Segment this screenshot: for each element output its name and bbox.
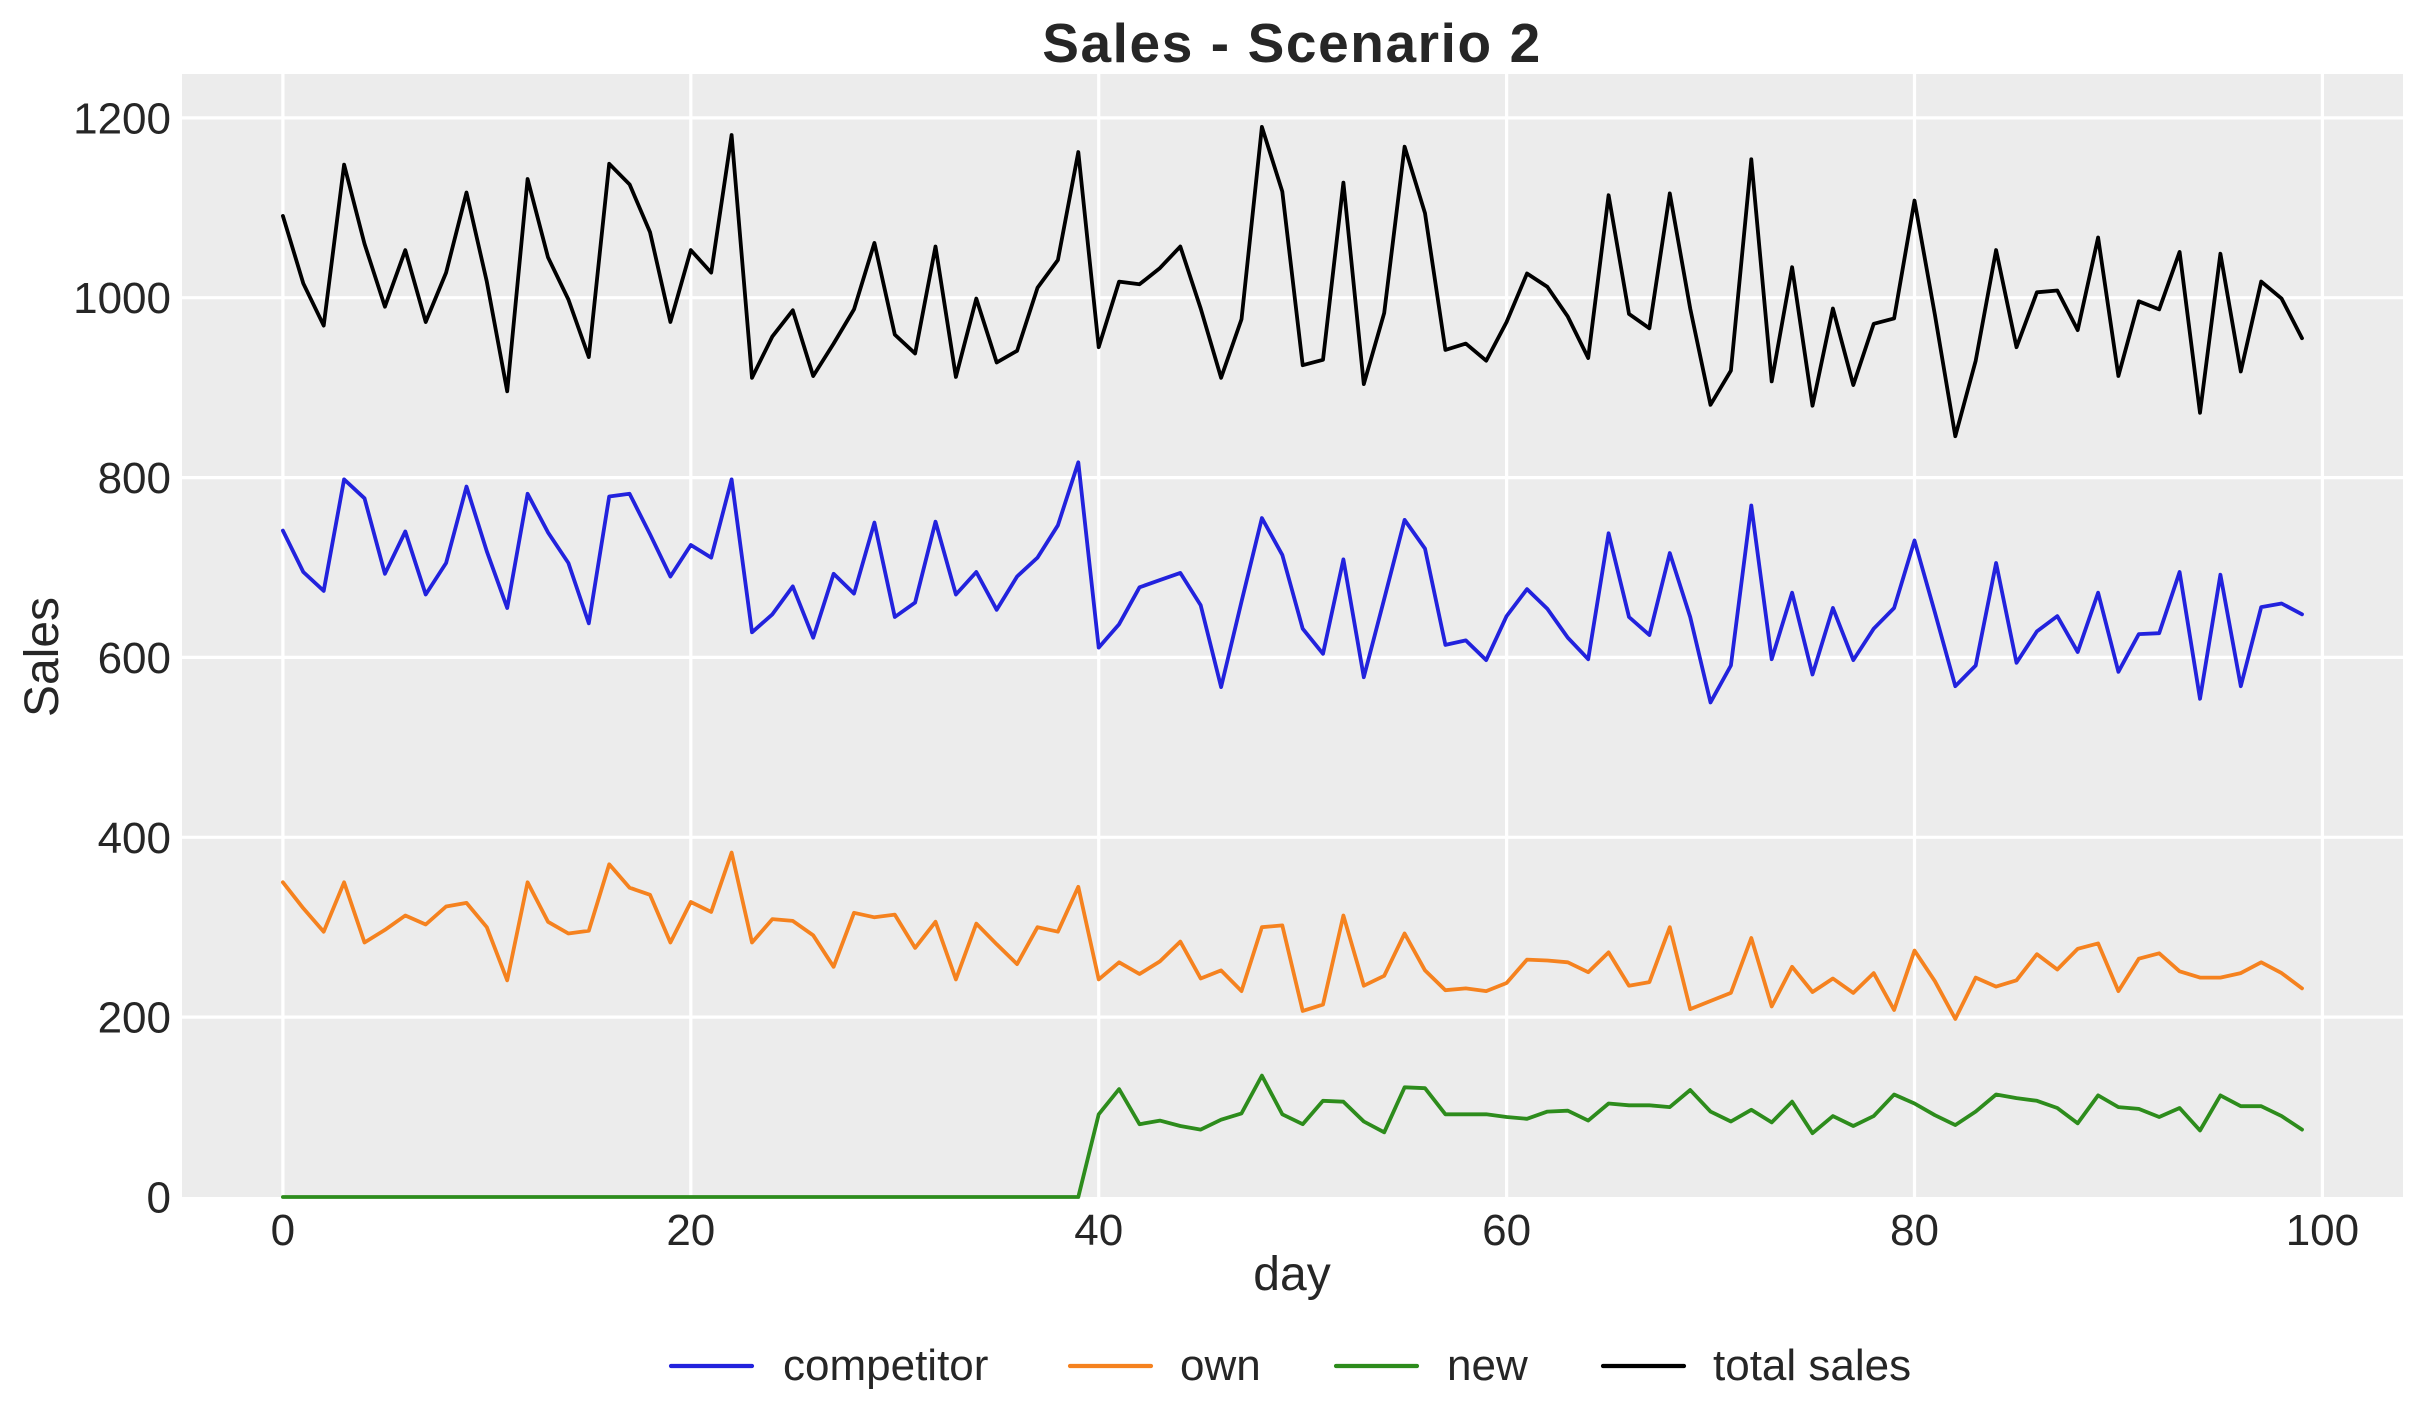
svg-text:40: 40: [1074, 1206, 1123, 1255]
svg-text:own: own: [1180, 1341, 1261, 1390]
svg-text:0: 0: [147, 1174, 171, 1223]
svg-text:new: new: [1447, 1341, 1528, 1390]
svg-text:1200: 1200: [73, 94, 171, 143]
svg-text:20: 20: [666, 1206, 715, 1255]
svg-text:day: day: [1253, 1248, 1330, 1301]
svg-text:Sales: Sales: [16, 597, 69, 717]
svg-text:80: 80: [1890, 1206, 1939, 1255]
svg-text:400: 400: [98, 814, 171, 863]
svg-text:600: 600: [98, 634, 171, 683]
svg-text:Sales - Scenario 2: Sales - Scenario 2: [1042, 12, 1542, 74]
svg-text:0: 0: [271, 1206, 295, 1255]
svg-text:800: 800: [98, 454, 171, 503]
svg-text:total sales: total sales: [1713, 1341, 1911, 1390]
svg-text:200: 200: [98, 994, 171, 1043]
svg-text:competitor: competitor: [783, 1341, 988, 1390]
svg-text:1000: 1000: [73, 274, 171, 323]
svg-text:60: 60: [1482, 1206, 1531, 1255]
svg-text:100: 100: [2286, 1206, 2359, 1255]
